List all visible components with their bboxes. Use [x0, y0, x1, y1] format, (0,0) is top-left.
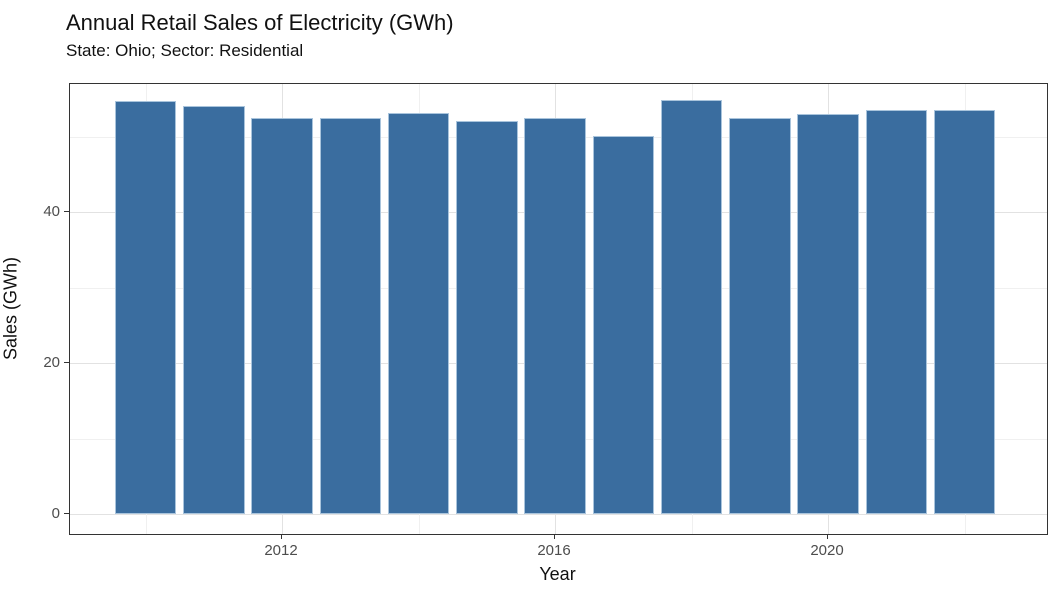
x-tick-label-2020: 2020 — [810, 542, 844, 559]
bar-2018 — [660, 100, 723, 514]
x-tick-2016 — [554, 534, 555, 539]
chart-subtitle: State: Ohio; Sector: Residential — [66, 41, 304, 60]
plot-panel — [69, 83, 1048, 535]
y-tick-label-20: 20 — [43, 354, 60, 371]
x-tick-2020 — [827, 534, 828, 539]
x-tick-2012 — [281, 534, 282, 539]
bar-2014 — [387, 113, 450, 514]
x-tick-label-2016: 2016 — [537, 542, 571, 559]
bar-2020 — [797, 113, 859, 514]
y-tick-20 — [64, 362, 69, 363]
bar-2019 — [729, 117, 791, 514]
chart-title: Annual Retail Sales of Electricity (GWh) — [66, 10, 454, 35]
x-axis-title: Year — [539, 564, 576, 584]
x-tick-label-2012: 2012 — [264, 542, 298, 559]
y-tick-label-40: 40 — [43, 203, 60, 220]
bar-2022 — [933, 110, 996, 514]
bar-2012 — [251, 117, 313, 514]
y-major-gridline-0 — [70, 514, 1047, 515]
bar-2013 — [319, 118, 381, 514]
y-tick-0 — [64, 513, 69, 514]
bar-2015 — [456, 121, 518, 514]
y-tick-40 — [64, 211, 69, 212]
bar-2017 — [592, 135, 654, 514]
y-axis-title: Sales (GWh) — [0, 256, 21, 361]
bar-2010 — [114, 101, 177, 514]
bar-2021 — [865, 110, 927, 514]
y-tick-label-0: 0 — [51, 505, 60, 522]
bar-2011 — [183, 105, 245, 514]
bar-2016 — [524, 117, 586, 514]
